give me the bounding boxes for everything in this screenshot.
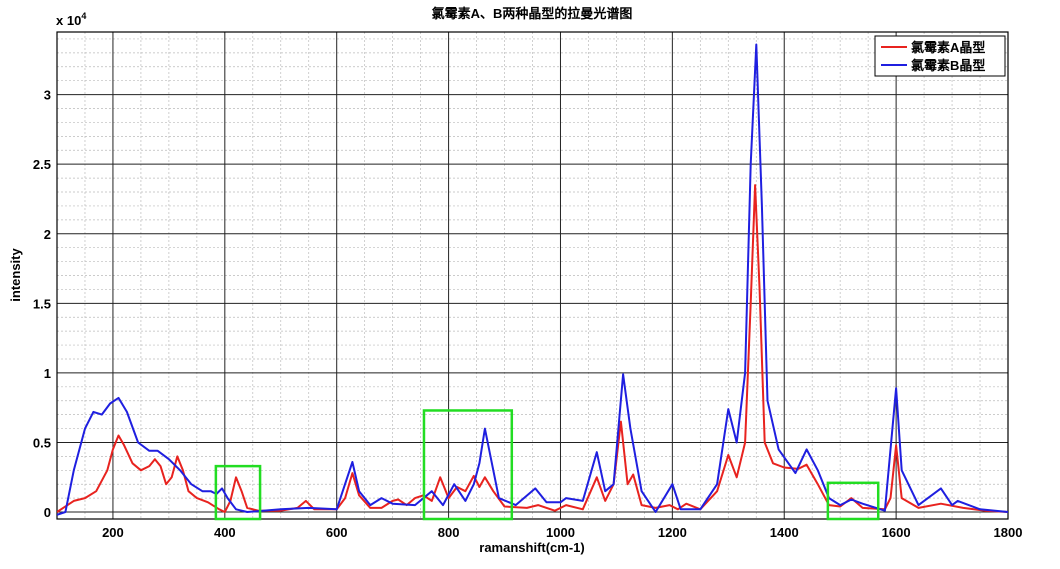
x-tick-label: 1200 bbox=[658, 525, 687, 540]
x-tick-label: 1800 bbox=[994, 525, 1023, 540]
y-tick-label: 3 bbox=[44, 88, 51, 103]
chart-title: 氯霉素A、B两种晶型的拉曼光谱图 bbox=[432, 6, 633, 21]
x-tick-label: 400 bbox=[214, 525, 236, 540]
series-line bbox=[57, 43, 1008, 516]
x-tick-label: 1400 bbox=[770, 525, 799, 540]
y-multiplier-base: x 10 bbox=[56, 13, 81, 28]
x-axis-label: ramanshift(cm-1) bbox=[479, 540, 584, 555]
highlight-box bbox=[214, 464, 262, 521]
legend-box bbox=[874, 35, 1006, 77]
legend-label: 氯霉素B晶型 bbox=[911, 58, 985, 73]
x-tick-label: 200 bbox=[102, 525, 124, 540]
series-line bbox=[57, 184, 1008, 513]
x-tick-label: 1000 bbox=[546, 525, 575, 540]
y-tick-label: 0.5 bbox=[33, 435, 51, 450]
y-multiplier: x 104 bbox=[56, 11, 86, 28]
y-tick-label: 1 bbox=[44, 366, 51, 381]
y-tick-label: 1.5 bbox=[33, 296, 51, 311]
plot-frame bbox=[56, 31, 1009, 520]
y-multiplier-exponent: 4 bbox=[81, 11, 86, 21]
highlight-box bbox=[826, 481, 880, 521]
x-tick-label: 600 bbox=[326, 525, 348, 540]
y-tick-label: 0 bbox=[44, 505, 51, 520]
x-tick-label: 800 bbox=[438, 525, 460, 540]
y-tick-label: 2.5 bbox=[33, 157, 51, 172]
y-tick-label: 2 bbox=[44, 227, 51, 242]
highlight-box bbox=[422, 409, 514, 521]
legend-label: 氯霉素A晶型 bbox=[911, 40, 985, 55]
y-axis-label: intensity bbox=[8, 248, 23, 302]
x-tick-label: 1600 bbox=[882, 525, 911, 540]
